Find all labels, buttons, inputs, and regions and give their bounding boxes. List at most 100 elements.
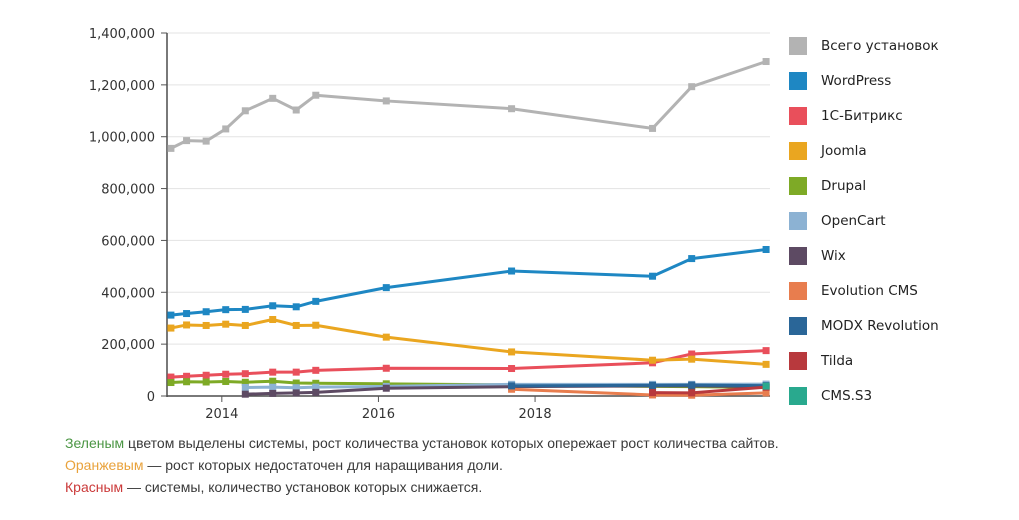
series-marker-joomla: [312, 321, 320, 329]
series-marker-joomla: [202, 321, 210, 329]
legend-item-wordpress: WordPress: [789, 72, 1014, 90]
series-line-wordpress: [169, 248, 768, 317]
footnote-red: Красным — системы, количество установок …: [65, 476, 965, 498]
footnote-green-lead: Зеленым: [65, 435, 125, 451]
legend-swatch-cms-s3: [789, 387, 807, 405]
series-marker-drupal: [292, 379, 300, 387]
legend-item-evolution-cms: Evolution CMS: [789, 282, 1014, 300]
legend-swatch-wordpress: [789, 72, 807, 90]
series-marker-bitrix: [222, 370, 230, 378]
series-marker-bitrix: [292, 368, 300, 376]
series-marker-wordpress: [202, 308, 210, 316]
series-marker-joomla: [688, 355, 696, 363]
series-marker-opencart: [292, 384, 300, 392]
footnote-orange-lead: Оранжевым: [65, 457, 144, 473]
y-axis-label: 1,000,000: [89, 131, 155, 146]
series-marker-wix: [241, 390, 249, 398]
series-marker-modx-revolution: [688, 381, 696, 389]
legend-item-bitrix: 1С-Битрикс: [789, 107, 1014, 125]
footnote-green: Зеленым цветом выделены системы, рост ко…: [65, 432, 965, 454]
series-marker-total-installs: [292, 106, 300, 114]
series-marker-drupal: [312, 379, 320, 387]
footnote-red-text: — системы, количество установок которых …: [123, 479, 483, 495]
series-marker-opencart: [241, 383, 249, 391]
legend-item-modx-revolution: MODX Revolution: [789, 317, 1014, 335]
legend-label-modx-revolution: MODX Revolution: [821, 318, 939, 334]
series-marker-drupal: [241, 378, 249, 386]
series-marker-joomla: [241, 321, 249, 329]
y-axis-label: 400,000: [101, 286, 155, 301]
series-marker-total-installs: [222, 125, 230, 133]
series-marker-wordpress: [762, 246, 770, 254]
x-axis-label: 2014: [205, 407, 238, 422]
series-marker-wordpress: [269, 302, 277, 310]
legend-swatch-evolution-cms: [789, 282, 807, 300]
legend-label-wordpress: WordPress: [821, 73, 892, 89]
series-marker-joomla: [167, 324, 175, 332]
legend-item-cms-s3: CMS.S3: [789, 387, 1014, 405]
series-marker-joomla: [269, 316, 277, 324]
legend-swatch-wix: [789, 247, 807, 265]
legend-item-total-installs: Всего установок: [789, 37, 1014, 55]
series-marker-bitrix: [202, 371, 210, 379]
y-axis-label: 1,400,000: [89, 27, 155, 42]
series-marker-wix: [269, 389, 277, 397]
series-marker-wordpress: [183, 310, 191, 318]
series-marker-total-installs: [167, 144, 175, 152]
legend-label-joomla: Joomla: [821, 143, 867, 159]
series-marker-bitrix: [382, 364, 390, 372]
legend-label-opencart: OpenCart: [821, 213, 886, 229]
series-marker-opencart: [312, 383, 320, 391]
series-marker-total-installs: [269, 94, 277, 102]
series-marker-total-installs: [382, 97, 390, 105]
legend-swatch-modx-revolution: [789, 317, 807, 335]
series-marker-modx-revolution: [508, 382, 516, 390]
series-line-bitrix: [169, 349, 768, 379]
series-marker-opencart: [269, 383, 277, 391]
series-line-evolution-cms: [510, 387, 768, 397]
series-marker-total-installs: [508, 105, 516, 113]
legend-swatch-drupal: [789, 177, 807, 195]
y-axis-label: 600,000: [101, 234, 155, 249]
series-marker-joomla: [762, 360, 770, 368]
legend-item-wix: Wix: [789, 247, 1014, 265]
series-marker-wordpress: [292, 303, 300, 311]
series-marker-total-installs: [688, 83, 696, 91]
series-marker-tilda: [649, 389, 657, 397]
series-marker-joomla: [382, 333, 390, 341]
series-marker-drupal: [269, 377, 277, 385]
x-axis-label: 2018: [519, 407, 552, 422]
series-marker-joomla: [508, 348, 516, 356]
series-marker-joomla: [292, 321, 300, 329]
series-marker-drupal: [167, 379, 175, 387]
footnote-green-text: цветом выделены системы, рост количества…: [124, 435, 779, 451]
legend-label-cms-s3: CMS.S3: [821, 388, 873, 404]
legend-item-joomla: Joomla: [789, 142, 1014, 160]
legend-swatch-bitrix: [789, 107, 807, 125]
series-marker-bitrix: [241, 370, 249, 378]
series-marker-bitrix: [269, 368, 277, 376]
legend-label-total-installs: Всего установок: [821, 38, 939, 54]
series-marker-joomla: [222, 320, 230, 328]
series-marker-drupal: [183, 378, 191, 386]
x-axis-label: 2016: [362, 407, 395, 422]
series-marker-wordpress: [508, 267, 516, 275]
y-axis-label: 800,000: [101, 183, 155, 198]
series-marker-wordpress: [222, 306, 230, 314]
y-axis-label: 1,200,000: [89, 79, 155, 94]
series-marker-bitrix: [167, 373, 175, 381]
legend-item-drupal: Drupal: [789, 177, 1014, 195]
legend-label-drupal: Drupal: [821, 178, 867, 194]
series-marker-total-installs: [241, 107, 249, 115]
y-axis-label: 0: [147, 390, 155, 405]
footnote-red-lead: Красным: [65, 479, 124, 495]
legend-swatch-opencart: [789, 212, 807, 230]
footnote-orange-text: — рост которых недостаточен для наращива…: [143, 457, 503, 473]
chart-footnotes: Зеленым цветом выделены системы, рост ко…: [65, 432, 965, 498]
series-marker-drupal: [222, 377, 230, 385]
series-line-modx-revolution: [510, 383, 768, 388]
series-line-total-installs: [169, 60, 768, 150]
legend-swatch-joomla: [789, 142, 807, 160]
chart-legend: Всего установок WordPress 1С-Битрикс Joomla…: [789, 37, 1014, 422]
series-marker-joomla: [183, 321, 191, 329]
